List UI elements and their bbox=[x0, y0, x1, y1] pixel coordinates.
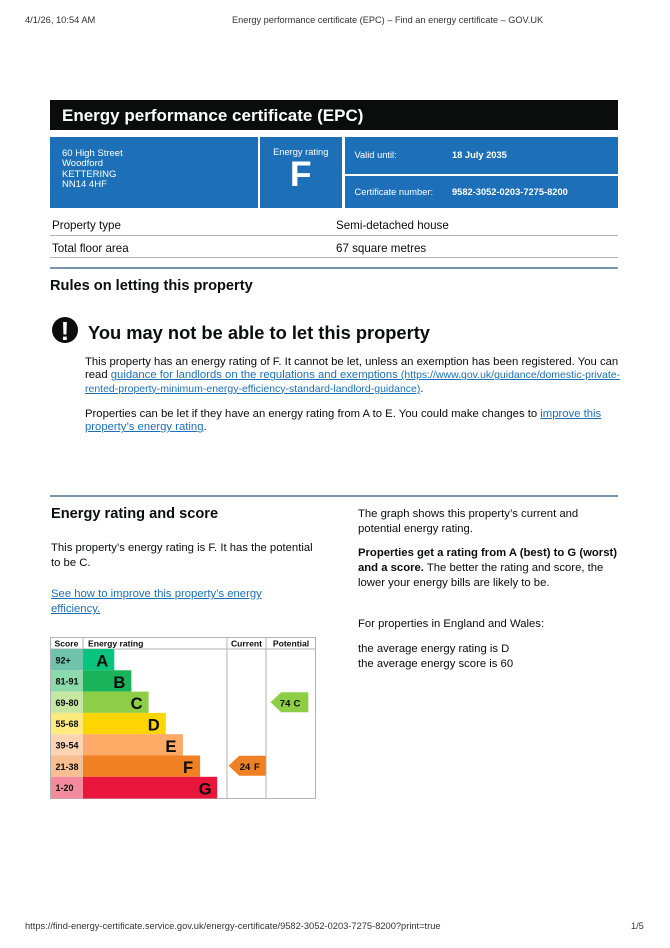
svg-text:24: 24 bbox=[240, 762, 251, 773]
svg-text:55-68: 55-68 bbox=[56, 719, 79, 729]
svg-text:Score: Score bbox=[55, 639, 79, 649]
svg-text:A: A bbox=[96, 652, 108, 671]
svg-text:1-20: 1-20 bbox=[56, 783, 74, 793]
svg-text:69-80: 69-80 bbox=[56, 698, 79, 708]
svg-text:E: E bbox=[165, 737, 176, 756]
svg-text:21-38: 21-38 bbox=[56, 762, 79, 772]
svg-text:D: D bbox=[148, 716, 160, 735]
svg-text:Energy rating: Energy rating bbox=[88, 639, 143, 649]
svg-text:G: G bbox=[199, 779, 212, 798]
svg-text:92+: 92+ bbox=[56, 655, 71, 665]
svg-text:B: B bbox=[113, 673, 125, 692]
svg-text:74: 74 bbox=[280, 698, 291, 709]
svg-text:F: F bbox=[183, 758, 193, 777]
svg-text:81-91: 81-91 bbox=[56, 677, 79, 687]
svg-text:Current: Current bbox=[231, 639, 262, 649]
svg-text:Potential: Potential bbox=[273, 639, 309, 649]
svg-text:F: F bbox=[254, 762, 260, 773]
svg-text:39-54: 39-54 bbox=[56, 741, 79, 751]
svg-text:C: C bbox=[294, 698, 301, 709]
svg-text:C: C bbox=[131, 694, 143, 713]
